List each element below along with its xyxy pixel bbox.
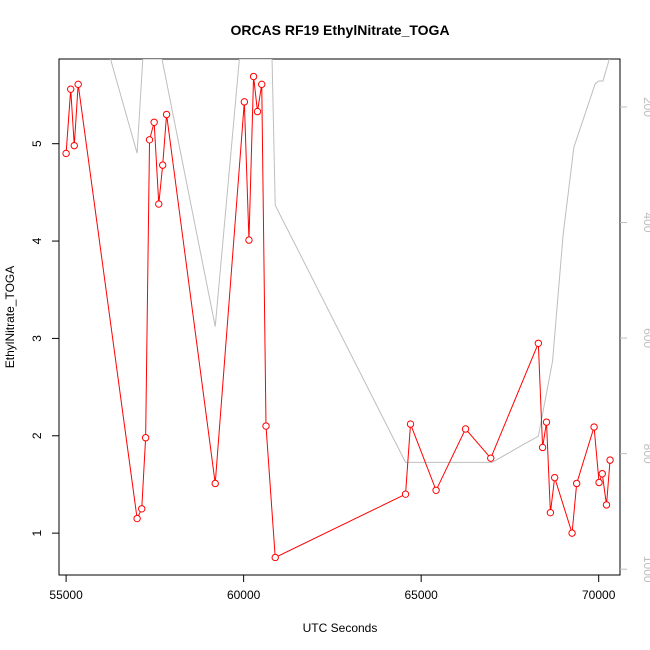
data-point-10	[158, 161, 167, 169]
x-tick-label-0: 55000	[49, 588, 83, 602]
data-point-16	[253, 107, 262, 116]
data-point-2	[70, 141, 78, 150]
y-tick-label-1: 2	[30, 432, 44, 439]
data-point-19	[271, 553, 279, 562]
data-point-17	[258, 80, 266, 89]
data-point-13	[240, 98, 249, 106]
data-point-15	[249, 72, 258, 81]
data-point-0	[62, 149, 70, 158]
y2-tick-label-4: 1000	[641, 556, 650, 583]
x-axis: 55000 60000 65000 70000	[49, 575, 616, 602]
y2-tick-label-1: 400	[641, 213, 650, 233]
y2-axis-right: 200 400 600 800 1000	[620, 97, 650, 583]
data-point-29	[550, 473, 559, 482]
y2-tick-label-0: 200	[641, 97, 650, 117]
data-point-3	[74, 80, 82, 89]
data-point-35	[602, 501, 611, 509]
chart-title: ORCAS RF19 EthylNitrate_TOGA	[230, 22, 449, 38]
x-tick-label-3: 70000	[582, 588, 616, 602]
y-tick-label-3: 4	[30, 237, 44, 244]
data-point-33	[595, 478, 603, 487]
y-axis: 1 2 3 4 5	[30, 140, 59, 536]
data-point-20	[401, 490, 410, 498]
data-point-8	[150, 118, 158, 126]
y-tick-label-4: 5	[30, 140, 44, 147]
data-point-24	[487, 454, 495, 462]
data-point-4	[133, 514, 141, 523]
series-line-right-1	[110, 59, 610, 463]
data-point-32	[590, 423, 598, 431]
y-tick-label-0: 1	[30, 529, 44, 536]
data-point-25	[534, 339, 543, 347]
data-point-28	[546, 508, 555, 517]
series-line-0	[65, 76, 611, 559]
y-axis-label: EthylNitrate_TOGA	[3, 266, 17, 368]
data-point-7	[145, 136, 154, 144]
data-point-31	[572, 479, 581, 488]
data-point-36	[606, 456, 614, 464]
data-point-26	[538, 443, 547, 452]
data-point-6	[141, 434, 150, 442]
data-point-14	[245, 236, 253, 244]
data-point-12	[211, 479, 219, 488]
y2-tick-label-3: 800	[641, 444, 650, 464]
data-point-1	[67, 85, 75, 93]
data-point-21	[406, 420, 415, 428]
plot-frame	[58, 58, 621, 576]
data-point-23	[461, 425, 470, 433]
x-axis-label: UTC Seconds	[303, 621, 378, 635]
data-point-5	[138, 505, 146, 513]
data-point-27	[542, 418, 551, 426]
y-tick-label-2: 3	[30, 335, 44, 342]
x-tick-label-1: 60000	[227, 588, 261, 602]
plot-area	[62, 59, 614, 562]
data-point-34	[598, 470, 606, 478]
y2-tick-label-2: 600	[641, 328, 650, 348]
data-point-22	[432, 486, 440, 494]
data-point-9	[155, 200, 163, 208]
data-point-11	[162, 110, 171, 119]
x-tick-label-2: 65000	[404, 588, 438, 602]
data-point-18	[262, 422, 270, 430]
data-point-30	[568, 529, 576, 537]
